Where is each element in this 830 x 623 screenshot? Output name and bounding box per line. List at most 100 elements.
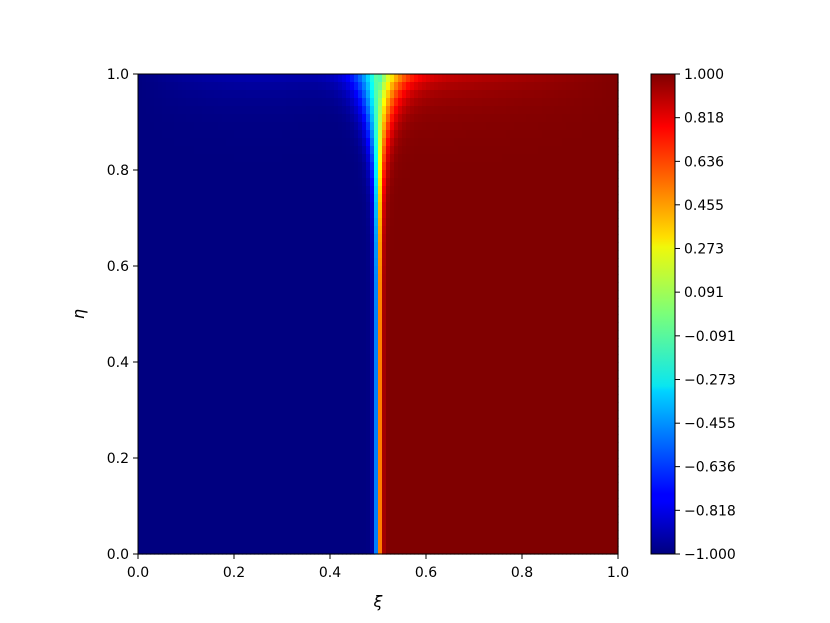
heatmap-cell [210,338,215,347]
heatmap-cell [242,274,247,283]
heatmap-cell [490,90,495,99]
heatmap-cell [310,322,315,331]
heatmap-cell [398,250,403,259]
heatmap-cell [210,186,215,195]
heatmap-cell [586,306,591,315]
heatmap-cell [526,354,531,363]
heatmap-cell [150,170,155,179]
heatmap-cell [294,306,299,315]
heatmap-cell [166,330,171,339]
heatmap-cell [502,154,507,163]
heatmap-cell [506,298,511,307]
heatmap-cell [406,130,411,139]
heatmap-cell [594,258,599,267]
heatmap-cell [578,234,583,243]
heatmap-cell [458,122,463,131]
heatmap-cell [266,226,271,235]
heatmap-cell [390,82,395,91]
heatmap-cell [594,346,599,355]
heatmap-cell [470,354,475,363]
heatmap-cell [174,338,179,347]
heatmap-cell [610,146,615,155]
heatmap-cell [378,138,383,147]
heatmap-cell [410,362,415,371]
heatmap-cell [222,82,227,91]
heatmap-cell [554,338,559,347]
heatmap-cell [278,226,283,235]
heatmap-cell [310,250,315,259]
heatmap-cell [598,146,603,155]
heatmap-cell [606,82,611,91]
heatmap-cell [322,354,327,363]
heatmap-cell [574,210,579,219]
heatmap-cell [538,210,543,219]
heatmap-cell [442,210,447,219]
heatmap-cell [182,154,187,163]
heatmap-cell [286,298,291,307]
heatmap-cell [202,322,207,331]
heatmap-cell [538,162,543,171]
heatmap-cell [246,162,251,171]
heatmap-cell [282,122,287,131]
heatmap-cell [506,306,511,315]
heatmap-cell [406,178,411,187]
heatmap-cell [594,122,599,131]
heatmap-cell [442,138,447,147]
heatmap-cell [606,202,611,211]
heatmap-cell [490,194,495,203]
heatmap-cell [562,242,567,251]
heatmap-cell [210,402,215,411]
heatmap-cell [150,386,155,395]
heatmap-cell [558,178,563,187]
heatmap-cell [294,394,299,403]
heatmap-cell [578,154,583,163]
heatmap-cell [210,266,215,275]
heatmap-cell [214,258,219,267]
heatmap-cell [598,274,603,283]
heatmap-cell [350,274,355,283]
heatmap-cell [582,218,587,227]
heatmap-cell [354,274,359,283]
heatmap-cell [186,346,191,355]
heatmap-cell [142,306,147,315]
heatmap-cell [334,194,339,203]
heatmap-cell [166,258,171,267]
heatmap-cell [174,274,179,283]
heatmap-cell [602,154,607,163]
heatmap-cell [286,242,291,251]
heatmap-cell [370,290,375,299]
heatmap-cell [286,274,291,283]
heatmap-cell [158,354,163,363]
heatmap-cell [146,130,151,139]
heatmap-cell [146,330,151,339]
heatmap-cell [514,162,519,171]
heatmap-cell [174,154,179,163]
heatmap-cell [310,290,315,299]
heatmap-cell [554,114,559,123]
heatmap-cell [422,202,427,211]
heatmap-cell [526,330,531,339]
heatmap-cell [210,282,215,291]
heatmap-cell [258,82,263,91]
heatmap-cell [398,242,403,251]
heatmap-cell [570,186,575,195]
heatmap-cell [366,202,371,211]
heatmap-cell [282,386,287,395]
heatmap-cell [502,346,507,355]
heatmap-cell [486,298,491,307]
heatmap-cell [182,186,187,195]
heatmap-cell [498,194,503,203]
heatmap-cell [518,258,523,267]
heatmap-cell [282,362,287,371]
heatmap-cell [430,298,435,307]
heatmap-cell [234,386,239,395]
heatmap-cell [602,202,607,211]
heatmap-cell [202,218,207,227]
heatmap-cell [530,218,535,227]
heatmap-cell [346,394,351,403]
heatmap-cell [326,394,331,403]
heatmap-cell [398,386,403,395]
heatmap-cell [574,106,579,115]
heatmap-cell [430,362,435,371]
heatmap-cell [198,154,203,163]
